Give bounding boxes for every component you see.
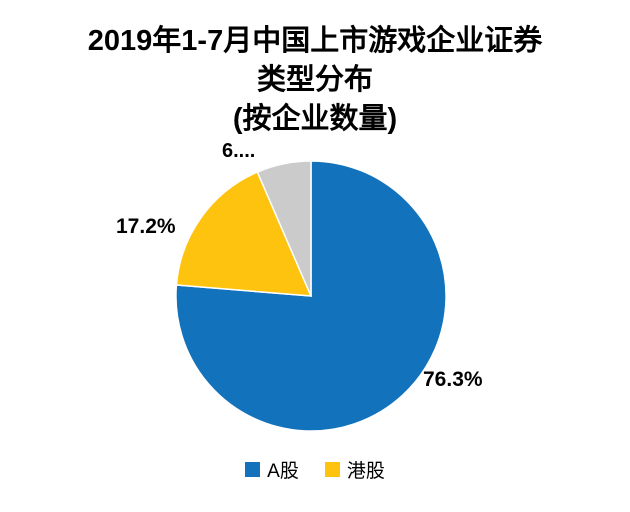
chart-legend: A股 港股: [0, 456, 630, 483]
legend-swatch-hk-shares: [324, 462, 340, 477]
data-label-a-shares: 76.3%: [423, 368, 483, 391]
chart-title: 2019年1-7月中国上市游戏企业证券 类型分布 (按企业数量): [0, 22, 630, 139]
legend-label-a-shares: A股: [267, 461, 299, 482]
data-label-other: 6....: [222, 140, 256, 162]
legend-label-hk-shares: 港股: [346, 461, 385, 482]
chart-title-line1: 2019年1-7月中国上市游戏企业证券: [87, 25, 543, 57]
pie-slice-1: [175, 171, 313, 297]
chart-title-line3: (按企业数量): [232, 103, 398, 135]
legend-item-a-shares: A股: [245, 456, 299, 483]
chart-title-line2: 类型分布: [256, 64, 373, 96]
legend-swatch-a-shares: [245, 462, 261, 477]
legend-item-hk-shares: 港股: [324, 456, 385, 483]
pie-slice-2: [256, 160, 312, 297]
pie-chart: [175, 160, 447, 432]
data-label-hk-shares: 17.2%: [116, 215, 176, 238]
